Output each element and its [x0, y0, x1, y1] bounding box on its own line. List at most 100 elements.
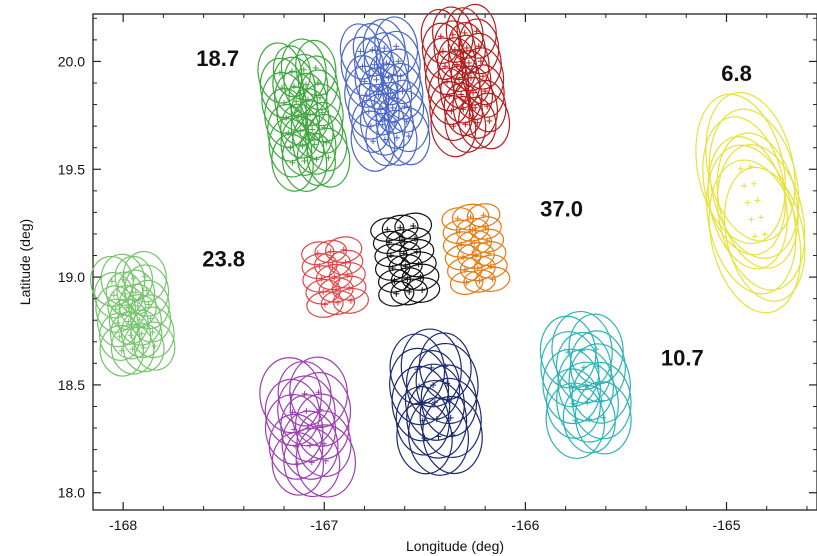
footprint-ellipse	[288, 72, 328, 127]
footprint-center-marker	[403, 118, 410, 125]
footprint-ellipse	[295, 424, 356, 498]
footprint-center-marker	[476, 278, 483, 285]
footprint-group-blue	[339, 16, 431, 172]
footprint-center-marker	[347, 297, 354, 304]
footprint-center-marker	[302, 81, 309, 88]
footprint-center-marker	[301, 390, 308, 397]
footprint-center-marker	[405, 133, 412, 140]
footprint-center-marker	[393, 43, 400, 50]
footprint-center-marker	[305, 96, 311, 103]
footprint-ellipse	[120, 309, 163, 359]
footprint-center-marker	[442, 363, 449, 370]
footprint-ellipse	[352, 23, 392, 77]
footprint-ellipse	[445, 7, 484, 59]
footprint-center-marker	[340, 246, 347, 253]
footprint-ellipse	[280, 103, 321, 159]
footprint-center-marker	[138, 330, 145, 337]
footprint-center-marker	[460, 106, 467, 113]
footprint-center-marker	[406, 288, 413, 295]
footprint-center-marker	[317, 94, 323, 101]
footprint-center-marker	[751, 180, 757, 187]
y-tick-label: 18.0	[58, 485, 85, 501]
footprint-center-marker	[565, 349, 572, 356]
footprint-center-marker	[600, 414, 607, 421]
footprint-ellipse	[468, 92, 511, 150]
footprint-ellipse	[465, 64, 505, 118]
x-tick-label: -165	[712, 517, 740, 533]
footprint-center-marker	[291, 83, 297, 90]
footprint-center-marker	[293, 98, 300, 105]
footprint-center-marker	[385, 75, 392, 81]
footprint-center-marker	[412, 235, 418, 242]
footprint-ellipse	[129, 294, 172, 343]
group-label-lightgreen: 23.8	[202, 246, 245, 271]
footprint-ellipse	[467, 79, 507, 133]
footprint-center-marker	[487, 263, 494, 270]
footprint-center-marker	[470, 89, 477, 96]
footprint-group-navy	[389, 328, 483, 476]
footprint-ellipse	[384, 90, 430, 153]
footprint-ellipse	[290, 88, 330, 141]
footprint-ellipse	[376, 109, 418, 166]
footprint-ellipse	[133, 321, 176, 371]
x-tick-label: -166	[511, 517, 539, 533]
footprint-ellipse	[365, 112, 405, 167]
footprint-ellipse	[404, 363, 465, 441]
footprint-center-marker	[435, 433, 442, 440]
footprint-ellipse	[723, 166, 806, 302]
footprint-center-marker	[463, 45, 470, 51]
footprint-ellipse	[292, 114, 337, 175]
x-axis-label: Longitude (deg)	[406, 538, 504, 554]
footprint-group-red	[301, 236, 370, 318]
footprint-ellipse	[415, 342, 479, 425]
footprint-ellipse	[320, 290, 356, 316]
footprint-center-marker	[112, 306, 119, 313]
footprint-center-marker	[314, 79, 321, 86]
x-tick-label: -167	[310, 517, 338, 533]
footprint-center-marker	[744, 199, 751, 206]
footprint-center-marker	[456, 76, 463, 83]
footprint-ellipse	[305, 101, 344, 154]
footprint-ellipse	[436, 37, 478, 93]
axis-ticks: -168 -167 -166 -165 18.0 18.5 19.0 19.5 20.0	[58, 14, 817, 533]
footprint-ellipse	[332, 287, 370, 314]
footprint-ellipse	[562, 385, 616, 454]
footprint-ellipse	[716, 144, 806, 291]
footprint-ellipse	[354, 37, 395, 93]
footprint-center-marker	[758, 214, 765, 221]
footprint-center-marker	[344, 272, 351, 279]
footprint-center-marker	[313, 156, 320, 163]
footprint-ellipse	[130, 306, 175, 359]
footprint-ellipse	[419, 377, 482, 459]
footprint-center-marker	[289, 159, 296, 166]
footprint-ellipse	[444, 95, 487, 153]
footprint-center-marker	[462, 121, 469, 128]
footprint-ellipse	[281, 410, 339, 480]
footprint-center-marker	[582, 381, 589, 388]
footprint-ellipse	[361, 83, 400, 136]
footprint-center-marker	[747, 163, 754, 170]
footprint-center-marker	[318, 275, 325, 282]
footprint-center-marker	[300, 66, 307, 73]
footprint-ellipse	[702, 116, 786, 256]
footprint-ellipse	[271, 133, 314, 192]
footprint-center-marker	[381, 136, 388, 143]
footprint-ellipse	[283, 427, 341, 498]
footprint-center-marker	[445, 397, 452, 404]
footprint-center-marker	[741, 182, 748, 189]
footprint-ellipse	[452, 76, 498, 139]
footprint-center-marker	[474, 119, 481, 126]
footprint-ellipse	[296, 132, 336, 186]
footprint-center-marker	[489, 276, 496, 283]
footprint-center-marker	[472, 104, 479, 111]
footprint-center-marker	[323, 139, 330, 146]
footprint-center-marker	[325, 154, 332, 161]
footprint-ellipse	[716, 132, 799, 269]
footprint-center-marker	[397, 73, 404, 80]
footprint-ellipse	[449, 270, 484, 295]
footprint-center-marker	[751, 233, 758, 240]
footprint-center-marker	[367, 123, 374, 130]
footprint-center-marker	[145, 301, 152, 308]
footprint-center-marker	[287, 144, 294, 151]
footprint-ellipse	[404, 277, 441, 303]
